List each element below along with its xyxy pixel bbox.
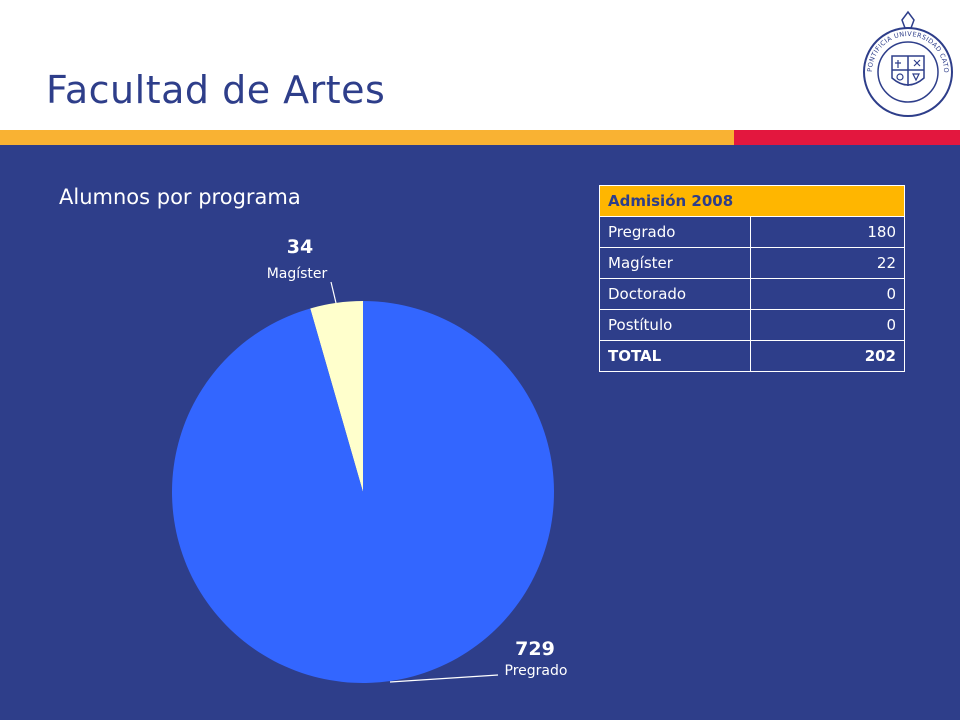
row-value: 0 [750,309,905,341]
row-value: 22 [750,247,905,279]
university-seal-icon: PONTIFICIA UNIVERSIDAD CATOLICA DE CHILE [862,8,953,117]
table-row: Pregrado 180 [599,216,905,248]
row-label: Doctorado [599,278,751,310]
admission-table: Admisión 2008 Pregrado 180 Magíster 22 D… [599,185,905,372]
leader-line [389,674,499,683]
table-row: Magíster 22 [599,247,905,279]
table-header: Admisión 2008 [599,185,905,217]
row-label: Magíster [599,247,751,279]
table-row: Doctorado 0 [599,278,905,310]
accent-stripe-red [734,130,960,145]
row-value: 180 [750,216,905,248]
accent-stripe-orange [0,130,734,145]
data-label-name: Pregrado [505,663,568,679]
chart-title: Alumnos por programa [59,185,301,209]
data-label-name: Magíster [267,266,328,282]
pie-slice-pregrado [171,301,554,683]
row-label: Postítulo [599,309,751,341]
data-label-value: 729 [515,638,555,660]
total-value: 202 [750,340,905,372]
data-label-value: 34 [287,236,313,258]
pie-slice-magster [310,301,363,492]
row-value: 0 [750,278,905,310]
page-title: Facultad de Artes [46,68,386,112]
total-label: TOTAL [599,340,751,372]
table-total-row: TOTAL 202 [599,340,905,372]
header-bar: Facultad de Artes [0,0,960,130]
table-header-row: Admisión 2008 [599,185,905,217]
leader-line [330,281,337,304]
row-label: Pregrado [599,216,751,248]
table-row: Postítulo 0 [599,309,905,341]
